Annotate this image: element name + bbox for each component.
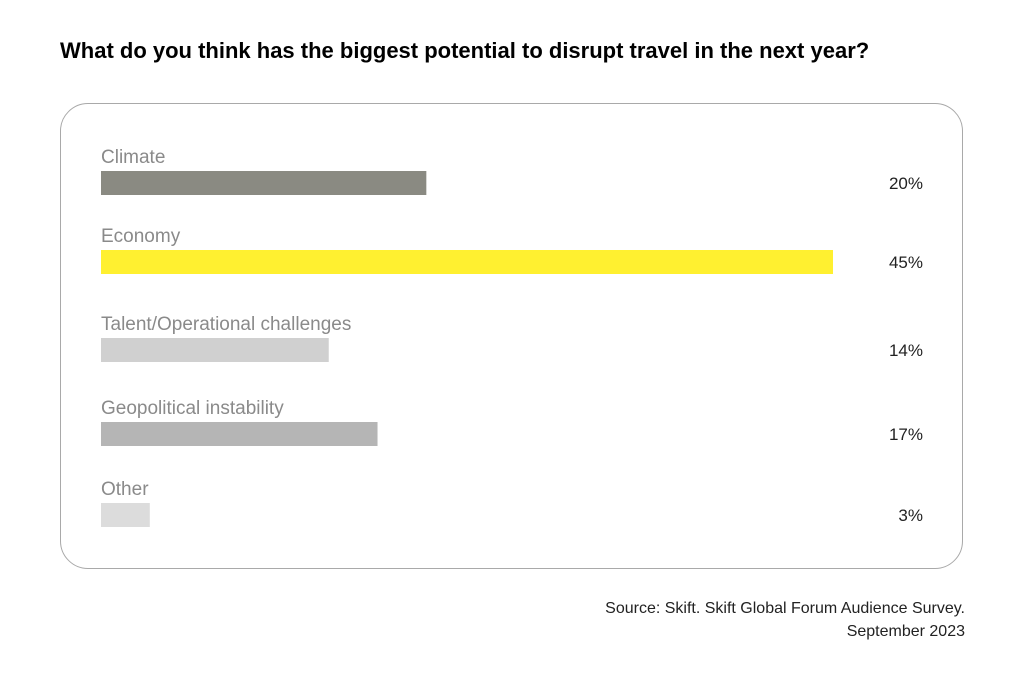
bar-climate [101, 171, 427, 195]
value-label-climate: 20% [889, 174, 923, 193]
category-label-talent-operational-challenges: Talent/Operational challenges [101, 314, 351, 335]
category-label-economy: Economy [101, 226, 181, 247]
category-label-geopolitical-instability: Geopolitical instability [101, 398, 284, 419]
source-line-2: September 2023 [846, 623, 965, 640]
chart-panel [60, 103, 963, 569]
chart-title: What do you think has the biggest potent… [60, 38, 870, 63]
source-line-1: Source: Skift. Skift Global Forum Audien… [605, 600, 965, 617]
bar-talent-operational-challenges [101, 338, 329, 362]
bar-other [101, 503, 150, 527]
category-label-other: Other [101, 479, 149, 500]
value-label-geopolitical-instability: 17% [889, 425, 923, 444]
bar-geopolitical-instability [101, 422, 378, 446]
category-label-climate: Climate [101, 147, 165, 168]
source-note: Source: Skift. Skift Global Forum Audien… [605, 597, 965, 643]
value-label-talent-operational-challenges: 14% [889, 341, 923, 360]
bar-economy [101, 250, 833, 274]
value-label-other: 3% [898, 506, 923, 525]
value-label-economy: 45% [889, 253, 923, 272]
